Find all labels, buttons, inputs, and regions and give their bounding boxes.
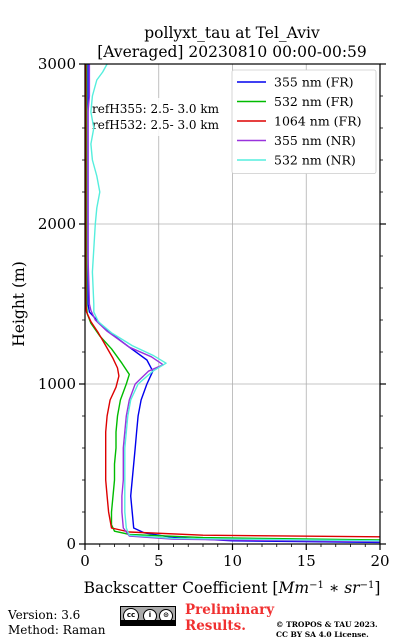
copyright-line-1: © TROPOS & TAU 2023.	[276, 620, 378, 629]
legend-box	[231, 69, 377, 174]
x-tick-label: 15	[297, 552, 316, 570]
legend-entry: 532 nm (FR)	[274, 94, 354, 109]
cc-license-badge: cc i ⊙	[120, 606, 176, 626]
x-axis-unit-sr: sr	[344, 579, 361, 597]
y-axis-label: Height (m)	[10, 261, 28, 347]
x-tick-label: 5	[154, 552, 164, 570]
reference-height-notes: refH355: 2.5- 3.0 km refH532: 2.5- 3.0 k…	[86, 98, 232, 136]
annotation-refh532: refH532: 2.5- 3.0 km	[92, 118, 220, 132]
chart-title: pollyxt_tau at Tel_Aviv	[144, 24, 320, 42]
copyright-line-2: CC BY SA 4.0 License.	[276, 630, 369, 639]
method-text: Method: Raman	[8, 623, 106, 637]
x-tick-label: 20	[370, 552, 389, 570]
x-axis-unit-mm: Mm	[277, 579, 309, 597]
version-text: Version: 3.6	[8, 608, 81, 622]
preliminary-line-2: Results.	[185, 618, 246, 634]
series-line-355-nm-fr-	[87, 64, 380, 544]
copyright-notice: © TROPOS & TAU 2023. CC BY SA 4.0 Licens…	[276, 620, 378, 640]
series-line-532-nm-nr-	[90, 64, 380, 542]
badge-bar	[121, 620, 175, 625]
x-axis-label-text: Backscatter Coefficient [	[84, 579, 279, 597]
x-tick-label: 10	[223, 552, 242, 570]
annotation-refh355: refH355: 2.5- 3.0 km	[92, 102, 220, 116]
annotation-box	[86, 98, 232, 136]
y-tick-label: 0	[66, 535, 76, 553]
x-axis-unit-times: ∗	[324, 579, 344, 597]
series-line-1064-nm-fr-	[85, 64, 380, 538]
chart-subtitle: [Averaged] 20230810 00:00-00:59	[97, 43, 367, 61]
legend-entry: 355 nm (NR)	[274, 133, 356, 148]
x-axis-label-close: ]	[374, 579, 380, 597]
x-axis-label: Backscatter Coefficient [Mm−1 ∗ sr−1]	[84, 579, 381, 597]
preliminary-line-1: Preliminary	[185, 602, 275, 618]
legend-entry: 355 nm (FR)	[274, 75, 354, 90]
y-tick-label: 2000	[38, 215, 76, 233]
y-tick-label: 3000	[38, 55, 76, 73]
series-lines	[85, 64, 380, 544]
y-tick-label: 1000	[38, 375, 76, 393]
preliminary-results-notice: Preliminary Results.	[185, 602, 274, 634]
series-line-355-nm-nr-	[87, 64, 380, 543]
x-axis-unit-mm-exponent: −1	[309, 580, 324, 591]
legend: 355 nm (FR) 532 nm (FR) 1064 nm (FR) 355 nm…	[231, 69, 377, 174]
x-tick-label: 0	[80, 552, 90, 570]
x-axis-unit-sr-exponent: −1	[360, 580, 375, 591]
legend-entry: 532 nm (NR)	[274, 153, 356, 168]
legend-entry: 1064 nm (FR)	[274, 114, 362, 129]
axis-ticks: 0 5 10 15 20 0 1000 2000 3000	[38, 55, 390, 570]
